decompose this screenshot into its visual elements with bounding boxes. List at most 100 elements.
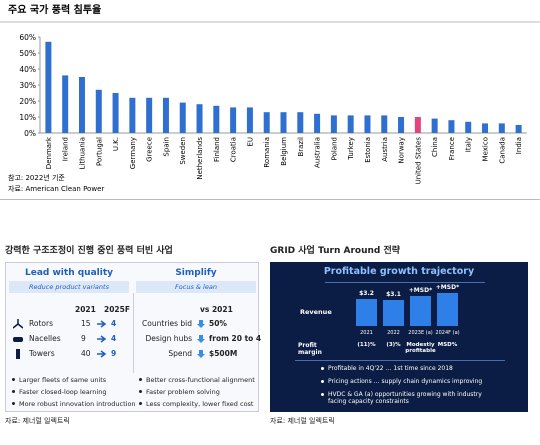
icon (13, 337, 23, 342)
bar (95, 89, 102, 133)
bar (381, 115, 388, 133)
year: 2023E (a) (408, 330, 433, 336)
year: 2024F (a) (435, 330, 460, 336)
row-label: Design hubs (145, 334, 192, 343)
subtitle: Reduce product variants (9, 281, 129, 293)
margin: (11)% (357, 342, 376, 348)
chart-title: 주요 국가 풍력 침투율 (8, 3, 101, 16)
simplify: Simplify Focus & lean vs 2021 Countries … (136, 268, 261, 408)
value: 40 (81, 349, 91, 358)
value: 4 (111, 319, 117, 328)
x-tick-label: Croatia (230, 137, 238, 162)
x-tick-label: Ireland (62, 137, 70, 161)
source: 자료: 제너럴 일렉트릭 (270, 417, 335, 425)
bar-label: +MSD* (408, 287, 433, 294)
bullet: Faster closed-loop learning (11, 388, 106, 396)
value: 50% (209, 319, 227, 328)
bar-label: +MSD* (435, 284, 460, 291)
row-label: Spend (168, 349, 192, 358)
margin-label: Profit margin (298, 342, 322, 356)
arrow (97, 320, 107, 328)
margin: (3)% (386, 342, 401, 348)
y-tick-label: 0% (24, 129, 36, 138)
bar (213, 105, 220, 133)
x-tick-label: India (515, 137, 523, 154)
revenue-bar (410, 296, 431, 326)
note: 참고: 2022년 기준 (8, 173, 65, 182)
x-tick-label: Poland (330, 137, 338, 160)
col: 2021 (75, 305, 96, 314)
x-tick-label: Italy (465, 137, 473, 152)
x-tick-label: Mexico (482, 137, 490, 161)
rule (325, 282, 485, 283)
bullet: Less complexity, lower fixed cost (138, 400, 253, 408)
bar (398, 117, 405, 133)
bar (297, 112, 304, 133)
revenue-bar (356, 299, 377, 326)
bar (62, 75, 69, 133)
x-tick-label: United States (414, 137, 422, 185)
bar (146, 97, 153, 133)
arrow (197, 335, 205, 343)
bar (246, 107, 253, 133)
year: 2021 (360, 330, 373, 336)
bar (280, 112, 287, 133)
x-tick-label: China (431, 137, 439, 157)
bar (45, 41, 52, 133)
bar (196, 104, 203, 133)
y-tick-label: 40% (19, 65, 36, 74)
bar (364, 115, 371, 133)
subtitle: Focus & lean (136, 281, 256, 293)
arrow (97, 335, 107, 343)
year: 2022 (387, 330, 400, 336)
bar (263, 112, 270, 133)
value: 15 (81, 319, 91, 328)
col: 2025F (104, 305, 130, 314)
arrow (197, 320, 205, 328)
quality: Lead with quality Reduce product variant… (9, 268, 136, 408)
row-label: Nacelles (29, 334, 61, 343)
y-tick-label: 50% (19, 49, 36, 58)
bar-label: $3.2 (359, 290, 374, 297)
x-tick-label: Sweden (179, 137, 187, 165)
icon (13, 319, 23, 329)
y-tick-label: 30% (19, 81, 36, 90)
value: 9 (81, 334, 86, 343)
value: $500M (209, 349, 238, 358)
x-tick-label: Norway (398, 137, 406, 164)
x-tick-label: Estonia (364, 137, 372, 163)
value: 4 (111, 334, 117, 343)
x-tick-label: Australia (314, 137, 322, 168)
box-title: Profitable growth trajectory (323, 266, 475, 277)
revenue-label: Revenue (300, 308, 332, 316)
source: 자료: American Clean Power (8, 184, 104, 193)
col: vs 2021 (200, 305, 233, 314)
source: 자료: 제너럴 일렉트릭 (5, 417, 70, 425)
x-tick-label: Brazil (297, 137, 305, 157)
bar (347, 115, 354, 133)
left-panel: Lead with quality Reduce product variant… (5, 262, 261, 412)
margin: Modestly profitable (405, 342, 436, 354)
row-label: Rotors (29, 319, 53, 328)
revenue-bar (437, 293, 458, 326)
rule (0, 199, 540, 200)
bar (179, 102, 186, 133)
bullet: Pricing actions … supply chain dynamics … (320, 378, 493, 385)
arrow (97, 350, 107, 358)
bullet: More robust innovation introduction (11, 400, 136, 408)
bar (498, 123, 505, 133)
x-tick-label: France (448, 137, 456, 160)
header: Simplify (175, 268, 217, 278)
y-tick-label: 20% (19, 97, 36, 106)
x-tick-label: EU (246, 137, 254, 147)
x-tick-label: Spain (162, 137, 170, 157)
y-tick-label: 60% (19, 33, 36, 42)
bar (129, 97, 136, 133)
bar (448, 120, 455, 133)
bullet: HVDC & GA (a) opportunities growing with… (320, 391, 493, 405)
bar (330, 115, 337, 133)
value: 9 (111, 349, 117, 358)
bar (465, 121, 472, 133)
bar (515, 125, 522, 133)
x-tick-label: Finland (213, 137, 221, 162)
